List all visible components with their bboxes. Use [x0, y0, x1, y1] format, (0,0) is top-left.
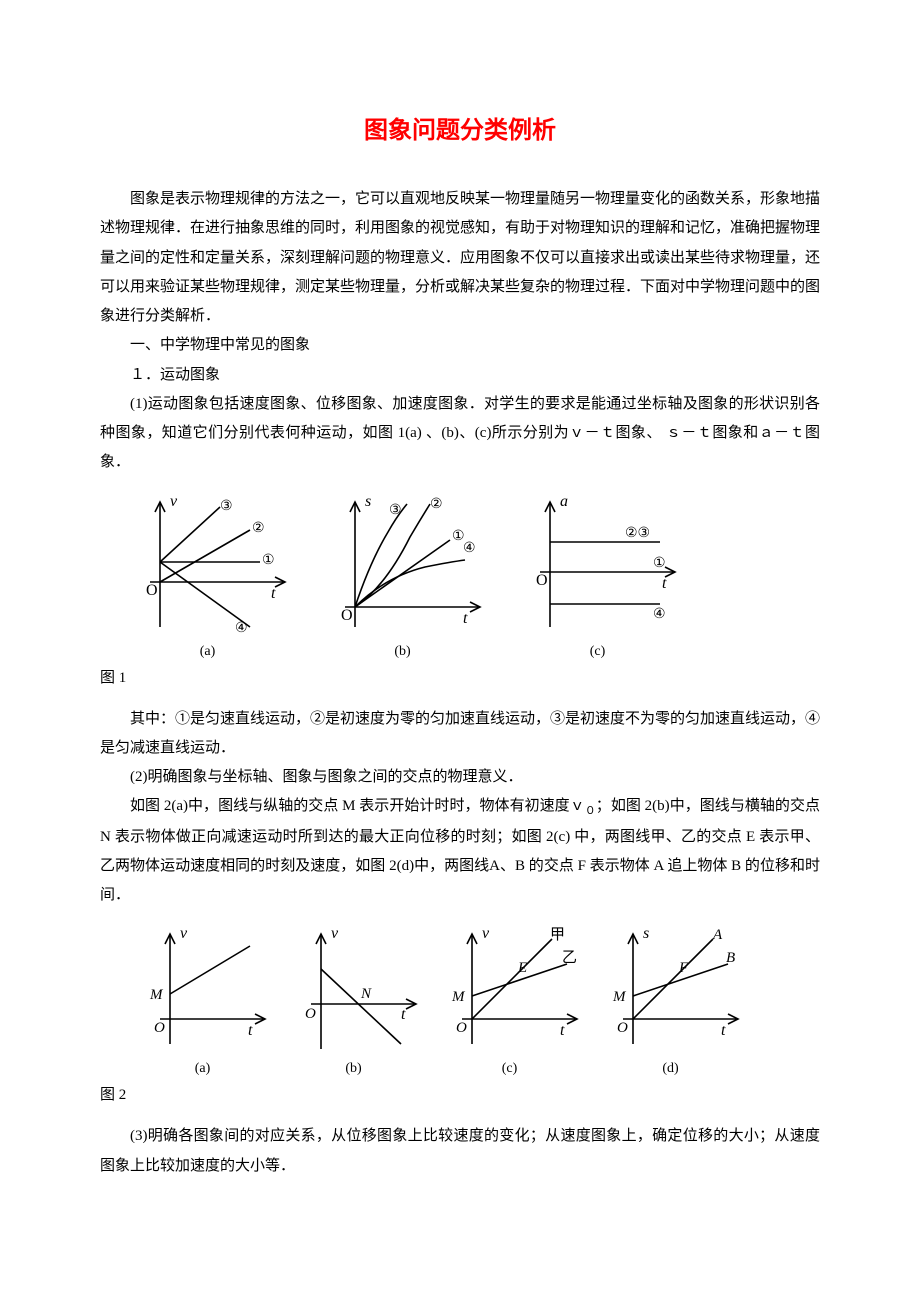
svg-text:乙: 乙 [562, 950, 577, 966]
figure-2a-svg: v t M O [130, 924, 275, 1059]
figure-1-panel-a: v t O ① ② ③ ④ (a) [120, 492, 295, 660]
origin-label: O [146, 582, 158, 599]
svg-text:t: t [248, 1022, 253, 1039]
figure-2b-caption: (b) [281, 1061, 426, 1077]
axis-label-s: s [365, 493, 371, 510]
figure-2b-svg: v t O N [281, 924, 426, 1059]
svg-text:M: M [451, 989, 466, 1005]
page-title: 图象问题分类例析 [100, 110, 820, 145]
line-label-4: ④ [235, 621, 248, 636]
figure-1b-svg: s t O ① ② ③ ④ [315, 492, 490, 642]
line-label-1: ① [653, 556, 666, 571]
figure-1-label: 图 1 [100, 666, 820, 687]
svg-text:O: O [154, 1020, 165, 1036]
figure-1a-svg: v t O ① ② ③ ④ [120, 492, 295, 642]
svg-text:v: v [180, 925, 188, 942]
figure-2-label: 图 2 [100, 1083, 820, 1104]
origin-label: O [536, 572, 548, 589]
svg-text:t: t [560, 1022, 565, 1039]
svg-text:v: v [331, 925, 339, 942]
svg-text:A: A [712, 927, 723, 943]
figure-2c-svg: v t M O E 甲 乙 [432, 924, 587, 1059]
figure-1-panel-b: s t O ① ② ③ ④ (b) [315, 492, 490, 660]
intro-paragraph: 图象是表示物理规律的方法之一，它可以直观地反映某一物理量随另一物理量变化的函数关… [100, 185, 820, 331]
line-label-3: ③ [220, 499, 233, 514]
paragraph-5-a: 如图 2(a)中，图线与纵轴的交点 M 表示开始计时时，物体有初速度ｖ [130, 798, 585, 814]
figure-1: v t O ① ② ③ ④ (a) [100, 492, 820, 687]
svg-text:O: O [456, 1020, 467, 1036]
svg-text:N: N [360, 986, 372, 1002]
figure-2-panel-d: s t M O F A B (d) [593, 924, 748, 1077]
paragraph-3: 其中：①是匀速直线运动，②是初速度为零的匀加速直线运动，③是初速度不为零的匀加速… [100, 705, 820, 764]
svg-text:M: M [149, 987, 164, 1003]
curve-label-4: ④ [463, 541, 476, 556]
line-label-23: ②③ [625, 526, 650, 541]
curve-label-2: ② [430, 497, 443, 512]
svg-text:O: O [305, 1006, 316, 1022]
svg-text:O: O [617, 1020, 628, 1036]
svg-text:F: F [678, 960, 689, 976]
figure-1-panel-c: a t O ① ②③ ④ (c) [510, 492, 685, 660]
axis-label-a: a [560, 493, 568, 510]
axis-label-t: t [271, 585, 276, 602]
paragraph-4: (2)明确图象与坐标轴、图象与图象之间的交点的物理意义． [100, 763, 820, 792]
figure-1c-caption: (c) [510, 644, 685, 660]
paragraph-5-sub: ０ [585, 805, 596, 817]
figure-2: v t M O (a) [100, 924, 820, 1104]
figure-1c-svg: a t O ① ②③ ④ [510, 492, 685, 642]
figure-2-panel-c: v t M O E 甲 乙 (c) [432, 924, 587, 1077]
document-page: 图象问题分类例析 图象是表示物理规律的方法之一，它可以直观地反映某一物理量随另一… [0, 0, 920, 1302]
svg-text:v: v [482, 925, 490, 942]
figure-1-panels: v t O ① ② ③ ④ (a) [120, 492, 820, 660]
svg-text:t: t [721, 1022, 726, 1039]
figure-1a-caption: (a) [120, 644, 295, 660]
svg-text:M: M [612, 989, 627, 1005]
svg-text:E: E [517, 960, 527, 976]
paragraph-6: (3)明确各图象间的对应关系，从位移图象上比较速度的变化；从速度图象上，确定位移… [100, 1122, 820, 1181]
svg-text:甲: 甲 [550, 927, 565, 943]
figure-2d-svg: s t M O F A B [593, 924, 748, 1059]
line-label-2: ② [252, 521, 265, 536]
paragraph-5: 如图 2(a)中，图线与纵轴的交点 M 表示开始计时时，物体有初速度ｖ０；如图 … [100, 792, 820, 910]
svg-text:s: s [643, 925, 649, 942]
figure-1b-caption: (b) [315, 644, 490, 660]
svg-text:B: B [726, 950, 735, 966]
section-heading-1: 一、中学物理中常见的图象 [100, 331, 820, 360]
axis-label-v: v [170, 493, 178, 510]
curve-label-3: ③ [389, 503, 402, 518]
figure-2a-caption: (a) [130, 1061, 275, 1077]
figure-2c-caption: (c) [432, 1061, 587, 1077]
figure-2-panel-a: v t M O (a) [130, 924, 275, 1077]
paragraph-2: (1)运动图象包括速度图象、位移图象、加速度图象．对学生的要求是能通过坐标轴及图… [100, 390, 820, 478]
axis-label-t: t [662, 575, 667, 592]
svg-text:t: t [401, 1006, 406, 1023]
origin-label: O [341, 607, 353, 624]
axis-label-t: t [463, 610, 468, 627]
figure-2d-caption: (d) [593, 1061, 748, 1077]
line-label-1: ① [262, 553, 275, 568]
figure-2-panels: v t M O (a) [130, 924, 820, 1077]
subsection-heading-1-1: １．运动图象 [100, 361, 820, 390]
figure-2-panel-b: v t O N (b) [281, 924, 426, 1077]
line-label-4: ④ [653, 607, 666, 622]
